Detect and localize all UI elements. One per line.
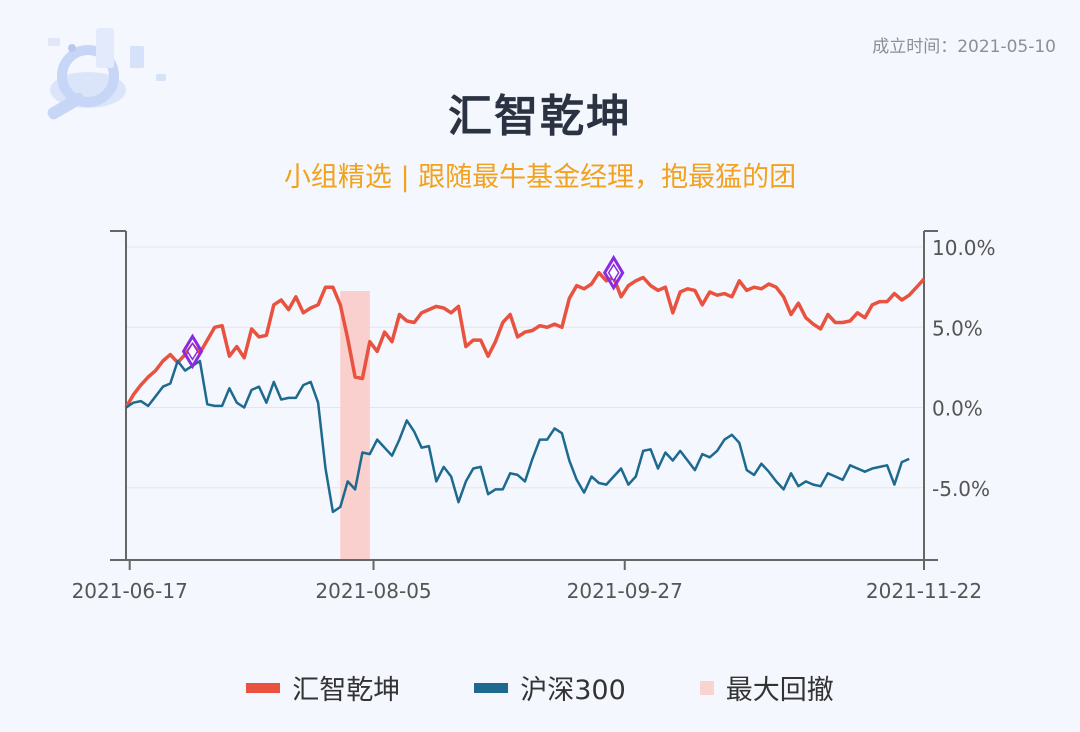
legend-swatch-index: [474, 682, 509, 693]
series-line-0: [124, 270, 926, 409]
chart-legend: 汇智乾坤 沪深300 最大回撤: [0, 668, 1080, 707]
trade-marker-inner: [607, 263, 620, 283]
page-title: 汇智乾坤: [448, 91, 632, 142]
legend-swatch-fund: [246, 682, 281, 693]
y-tick-label: 10.0%: [932, 236, 996, 260]
y-tick-label: 0.0%: [932, 397, 983, 421]
series-line-1: [125, 359, 910, 514]
legend-label-fund: 汇智乾坤: [292, 675, 401, 706]
x-tick-label: 2021-08-05: [315, 579, 431, 603]
trade-marker-diamond: [602, 254, 625, 291]
x-tick-label: 2021-09-27: [567, 579, 683, 603]
legend-item-index[interactable]: 沪深300: [474, 668, 626, 707]
y-tick-label: 5.0%: [932, 316, 983, 340]
established-date: 成立时间：2021-05-10: [872, 37, 1056, 57]
trade-marker-inner: [186, 341, 199, 361]
legend-swatch-drawdown: [699, 680, 714, 695]
line-chart: 10.0% 5.0% 0.0% -5.0% 2021-06-17 2021-08-05 20…: [72, 230, 996, 603]
x-tick-label: 2021-06-17: [72, 579, 188, 603]
legend-label-index: 沪深300: [520, 675, 626, 706]
legend-item-drawdown[interactable]: 最大回撤: [699, 668, 834, 707]
magnifier-illustration-icon: [47, 28, 166, 120]
max-drawdown-band: [340, 291, 370, 560]
trade-marker-diamond: [181, 333, 204, 370]
legend-item-fund[interactable]: 汇智乾坤: [246, 668, 400, 707]
y-tick-label: -5.0%: [932, 477, 990, 501]
page-subtitle: 小组精选 | 跟随最牛基金经理，抱最猛的团: [283, 162, 797, 193]
x-tick-label: 2021-11-22: [866, 579, 982, 603]
legend-label-drawdown: 最大回撤: [725, 675, 834, 706]
